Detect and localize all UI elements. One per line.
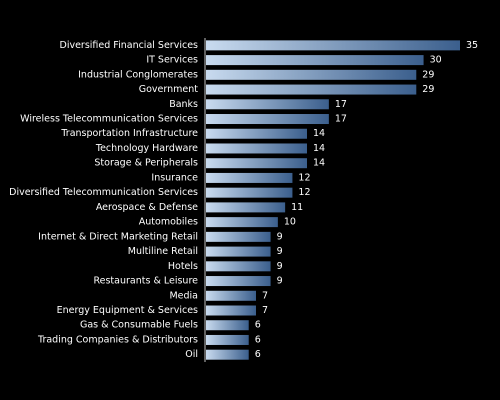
bar-21 — [206, 349, 249, 360]
bars-group — [206, 40, 460, 360]
bar-2 — [206, 69, 417, 80]
category-label-8: Storage & Peripherals — [94, 158, 198, 169]
category-label-7: Technology Hardware — [95, 143, 198, 154]
value-label-11: 11 — [291, 202, 303, 213]
bar-13 — [206, 231, 271, 242]
category-label-6: Transportation Infrastructure — [60, 128, 198, 139]
bar-3 — [206, 84, 417, 95]
value-label-8: 14 — [313, 158, 325, 169]
value-label-16: 9 — [277, 276, 283, 287]
bar-1 — [206, 55, 424, 66]
bar-8 — [206, 158, 307, 169]
bar-15 — [206, 261, 271, 272]
category-label-16: Restaurants & Leisure — [93, 276, 198, 287]
value-label-14: 9 — [277, 246, 283, 257]
category-label-21: Oil — [185, 349, 198, 360]
category-label-5: Wireless Telecommunication Services — [20, 114, 198, 125]
bar-0 — [206, 40, 460, 51]
category-label-2: Industrial Conglomerates — [78, 69, 198, 80]
category-label-15: Hotels — [168, 261, 198, 272]
value-label-0: 35 — [466, 40, 478, 51]
bar-12 — [206, 217, 278, 228]
value-label-12: 10 — [284, 217, 296, 228]
category-label-3: Government — [139, 84, 199, 95]
bar-16 — [206, 276, 271, 287]
bar-20 — [206, 334, 249, 345]
value-label-7: 14 — [313, 143, 325, 154]
category-label-19: Gas & Consumable Fuels — [80, 320, 198, 331]
category-label-20: Trading Companies & Distributors — [37, 334, 198, 345]
bar-10 — [206, 187, 293, 198]
category-label-1: IT Services — [146, 55, 198, 66]
category-label-17: Media — [169, 290, 198, 301]
value-label-9: 12 — [298, 172, 310, 183]
category-label-18: Energy Equipment & Services — [57, 305, 198, 316]
category-label-14: Multiline Retail — [128, 246, 198, 257]
value-label-6: 14 — [313, 128, 325, 139]
bar-17 — [206, 290, 256, 301]
category-labels: Diversified Financial Services IT Service… — [9, 40, 198, 360]
bar-11 — [206, 202, 286, 213]
value-label-3: 29 — [422, 84, 434, 95]
value-label-17: 7 — [262, 290, 268, 301]
value-label-19: 6 — [255, 320, 261, 331]
value-label-20: 6 — [255, 334, 261, 345]
category-label-10: Diversified Telecommunication Services — [9, 187, 198, 198]
category-label-13: Internet & Direct Marketing Retail — [38, 231, 198, 242]
value-label-21: 6 — [255, 349, 261, 360]
bar-18 — [206, 305, 256, 316]
bar-5 — [206, 114, 329, 125]
bar-6 — [206, 128, 307, 139]
bar-19 — [206, 320, 249, 331]
value-label-4: 17 — [335, 99, 347, 110]
bar-4 — [206, 99, 329, 110]
category-label-9: Insurance — [151, 172, 198, 183]
value-label-15: 9 — [277, 261, 283, 272]
category-label-4: Banks — [169, 99, 198, 110]
bar-14 — [206, 246, 271, 257]
value-label-18: 7 — [262, 305, 268, 316]
category-label-12: Automobiles — [139, 217, 198, 228]
value-label-13: 9 — [277, 231, 283, 242]
bar-9 — [206, 172, 293, 183]
bar-7 — [206, 143, 307, 154]
category-label-11: Aerospace & Defense — [96, 202, 198, 213]
category-label-0: Diversified Financial Services — [60, 40, 199, 51]
value-label-2: 29 — [422, 69, 434, 80]
value-label-5: 17 — [335, 114, 347, 125]
value-label-10: 12 — [298, 187, 310, 198]
value-label-1: 30 — [430, 55, 442, 66]
